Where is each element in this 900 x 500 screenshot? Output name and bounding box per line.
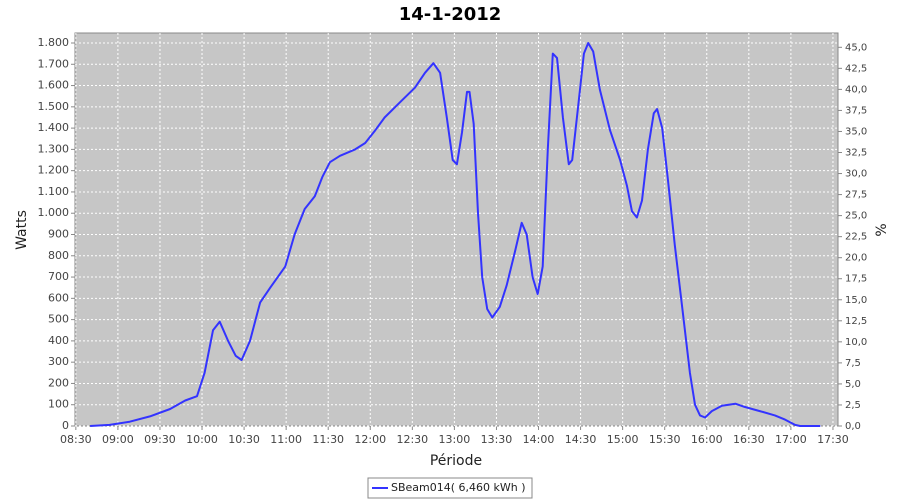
y2-tick-label: 32,5	[845, 147, 867, 158]
x-tick-label: 12:00	[354, 433, 386, 446]
legend-label: SBeam014( 6,460 kWh )	[391, 481, 526, 494]
y-tick-label: 1.400	[38, 121, 70, 134]
y2-axis-title: %	[874, 223, 890, 236]
x-tick-label: 17:00	[775, 433, 807, 446]
x-axis-title: Période	[430, 453, 482, 469]
y-tick-label: 700	[48, 270, 69, 283]
x-tick-label: 09:30	[144, 433, 176, 446]
y2-tick-label: 5,0	[845, 379, 861, 390]
x-tick-label: 11:30	[312, 433, 344, 446]
x-tick-label: 08:30	[60, 433, 92, 446]
y2-tick-label: 35,0	[845, 126, 867, 137]
x-tick-label: 15:30	[649, 433, 681, 446]
plot-area	[74, 32, 839, 427]
y-tick-label: 1.100	[38, 185, 70, 198]
y2-tick-label: 2,5	[845, 400, 861, 411]
y2-tick-label: 12,5	[845, 316, 867, 327]
x-tick-label: 15:00	[607, 433, 639, 446]
x-tick-label: 10:30	[228, 433, 260, 446]
x-tick-label: 13:00	[439, 433, 471, 446]
y-tick-label: 400	[48, 334, 69, 347]
x-tick-label: 12:30	[396, 433, 428, 446]
legend-box	[367, 477, 533, 499]
y-tick-label: 800	[48, 249, 69, 262]
y2-tick-label: 7,5	[845, 358, 861, 369]
y-tick-label: 500	[48, 313, 69, 326]
y-tick-label: 1.700	[38, 57, 70, 70]
y-tick-label: 1.200	[38, 164, 70, 177]
y-tick-label: 600	[48, 291, 69, 304]
y2-tick-label: 37,5	[845, 105, 867, 116]
x-tick-label: 13:30	[481, 433, 513, 446]
y2-tick-label: 15,0	[845, 295, 867, 306]
chart-title: 14-1-2012	[399, 4, 502, 25]
y2-tick-label: 27,5	[845, 190, 867, 201]
y2-tick-label: 45,0	[845, 42, 867, 53]
y-tick-label: 1.300	[38, 142, 70, 155]
y-tick-label: 1.800	[38, 36, 70, 49]
x-tick-label: 17:30	[817, 433, 849, 446]
y2-tick-label: 20,0	[845, 253, 867, 264]
x-tick-label: 14:30	[565, 433, 597, 446]
data-line	[90, 42, 821, 427]
y2-tick-label: 10,0	[845, 337, 867, 348]
x-tick-label: 10:00	[186, 433, 218, 446]
y2-tick-label: 22,5	[845, 232, 867, 243]
y2-tick-label: 42,5	[845, 63, 867, 74]
y2-tick-label: 25,0	[845, 211, 867, 222]
y-tick-label: 100	[48, 398, 69, 411]
x-tick-label: 16:00	[691, 433, 723, 446]
y-tick-label: 0	[62, 419, 69, 432]
y-axis-title: Watts	[14, 210, 30, 250]
x-tick-label: 14:00	[523, 433, 555, 446]
y2-tick-label: 40,0	[845, 84, 867, 95]
y-tick-label: 1.600	[38, 79, 70, 92]
x-tick-label: 09:00	[102, 433, 134, 446]
y-tick-label: 200	[48, 376, 69, 389]
y-tick-label: 300	[48, 355, 69, 368]
x-tick-label: 16:30	[733, 433, 765, 446]
y2-tick-label: 17,5	[845, 274, 867, 285]
y2-tick-label: 30,0	[845, 169, 867, 180]
y-tick-label: 1.500	[38, 100, 70, 113]
y-tick-label: 900	[48, 228, 69, 241]
y-tick-label: 1.000	[38, 206, 70, 219]
y2-tick-label: 0,0	[845, 421, 861, 432]
x-tick-label: 11:00	[270, 433, 302, 446]
